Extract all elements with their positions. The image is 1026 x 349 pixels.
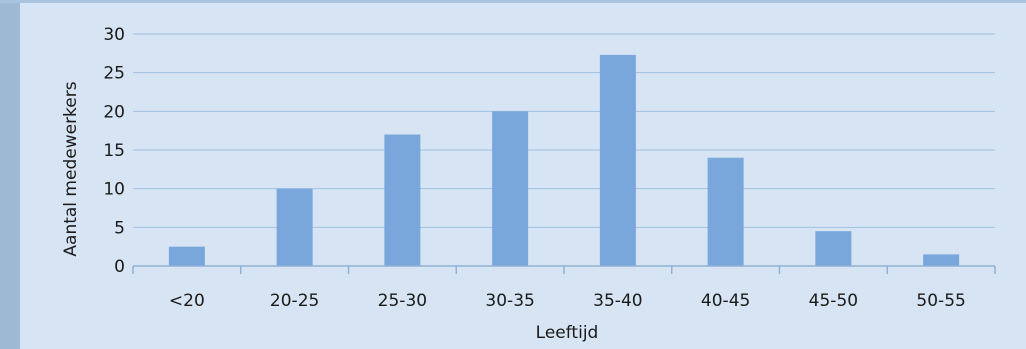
gridlines <box>133 33 995 228</box>
x-tick-label: 30-35 <box>485 291 534 311</box>
bar-45-50 <box>815 231 852 266</box>
y-tick-labels: 0 5 10 15 20 25 30 <box>103 25 125 277</box>
panel-left-stripe <box>0 3 20 349</box>
y-tick-label: 5 <box>114 218 125 238</box>
bar-20-25 <box>276 188 313 266</box>
bar-chart: 0 5 10 15 20 25 30 <20 20-25 25-30 30-35 35-40 40-4… <box>61 25 996 343</box>
x-tick-label: 25-30 <box>378 291 427 311</box>
x-axis <box>132 265 996 274</box>
x-tick-label: 50-55 <box>916 291 965 311</box>
x-tick-label: 45-50 <box>809 291 858 311</box>
bar-25-30 <box>384 134 421 266</box>
x-tick-label: 40-45 <box>701 291 750 311</box>
x-tick-label: 20-25 <box>270 291 319 311</box>
bar-40-45 <box>707 157 744 266</box>
x-tick-labels: <20 20-25 25-30 30-35 35-40 40-45 45-50 50-55 <box>169 291 966 311</box>
x-axis-title: Leeftijd <box>536 323 599 343</box>
bar-50-55 <box>923 254 960 266</box>
y-tick-label: 20 <box>103 102 125 122</box>
y-tick-label: 10 <box>103 180 125 200</box>
bar-35-40 <box>599 54 636 266</box>
y-tick-label: 25 <box>103 64 125 84</box>
y-tick-label: 0 <box>114 257 125 277</box>
bars <box>168 54 960 266</box>
bar-<20 <box>168 246 205 266</box>
x-tick-label: 35-40 <box>593 291 642 311</box>
y-tick-label: 30 <box>103 25 125 45</box>
y-axis-title: Aantal medewerkers <box>61 81 81 256</box>
y-tick-label: 15 <box>103 141 125 161</box>
bar-30-35 <box>492 111 529 266</box>
x-tick-label: <20 <box>169 291 205 311</box>
